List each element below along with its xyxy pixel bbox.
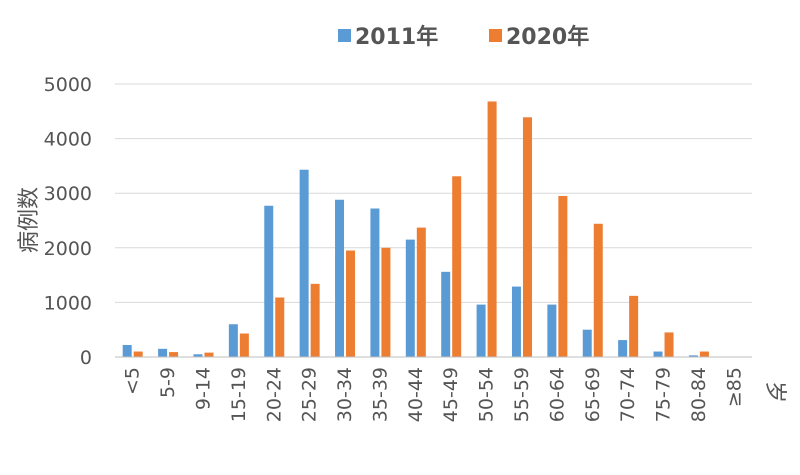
x-tick-label: 75-79 <box>653 367 675 422</box>
bar-2020年-75-79 <box>664 332 674 357</box>
bar-2020年-20-24 <box>275 297 285 357</box>
y-axis-title: 病例数 <box>17 187 42 253</box>
x-tick-label: 60-64 <box>546 367 568 422</box>
x-tick-label: 35-39 <box>369 367 391 422</box>
bar-2020年-9-14 <box>204 352 214 357</box>
y-tick-label: 5000 <box>44 74 92 96</box>
bar-2011年-35-39 <box>370 208 380 357</box>
bar-2020年-50-54 <box>487 101 497 357</box>
x-tick-label: 20-24 <box>263 367 285 422</box>
y-tick-label: 1000 <box>44 292 92 314</box>
bar-2020年-35-39 <box>381 247 391 357</box>
legend-swatch-2011 <box>338 29 351 42</box>
y-tick-label: 4000 <box>44 129 92 151</box>
bar-2020年-70-74 <box>629 295 639 357</box>
legend-label-2011: 2011年 <box>355 24 438 50</box>
bar-2020年-65-69 <box>593 223 603 357</box>
bar-2020年-60-64 <box>558 195 568 357</box>
bar-2020年-40-44 <box>416 227 426 357</box>
x-tick-label: 30-34 <box>334 367 356 422</box>
bar-2011年-65-69 <box>582 329 592 357</box>
bar-2011年-75-79 <box>653 351 663 357</box>
bar-2020年-80-84 <box>699 351 709 357</box>
y-tick-label: 3000 <box>44 183 92 205</box>
x-tick-labels: <5 5-9 9-14 15-19 20-24 25-29 30-34 35-39 40-44 4… <box>122 367 746 422</box>
x-tick-label: 40-44 <box>405 367 427 422</box>
x-tick-label: 65-69 <box>582 367 604 422</box>
bar-2011年-60-64 <box>547 304 557 357</box>
bar-2011年-50-54 <box>476 304 486 357</box>
x-tick-label: <5 <box>122 367 144 395</box>
bar-2011年-15-19 <box>228 324 238 357</box>
bar-2011年-45-49 <box>441 271 451 357</box>
x-tick-label: 45-49 <box>440 367 462 422</box>
bar-2011年-30-34 <box>335 199 345 357</box>
bar-2020年-<5 <box>133 351 143 357</box>
legend-label-2020: 2020年 <box>506 24 589 50</box>
x-tick-label: 25-29 <box>299 367 321 422</box>
x-tick-label: 5-9 <box>157 367 179 398</box>
bar-2011年-5-9 <box>158 348 168 357</box>
legend: 2011年 2020年 <box>338 24 589 50</box>
bar-2011年-80-84 <box>688 355 698 357</box>
bar-2020年-45-49 <box>452 176 462 357</box>
bar-2011年-40-44 <box>405 239 415 357</box>
legend-swatch-2020 <box>489 29 502 42</box>
x-tick-label: 55-59 <box>511 367 533 422</box>
y-tick-label: 0 <box>80 347 92 369</box>
bar-2011年-20-24 <box>264 205 274 357</box>
x-tick-label: 50-54 <box>476 367 498 422</box>
bar-2011年-70-74 <box>618 340 628 357</box>
bar-2011年-25-29 <box>299 169 309 357</box>
bar-2020年-30-34 <box>346 250 356 357</box>
x-tick-label: 70-74 <box>617 367 639 422</box>
x-tick-label: 80-84 <box>688 367 710 422</box>
bar-2020年-55-59 <box>522 117 532 357</box>
bars <box>122 101 745 357</box>
bar-2020年-5-9 <box>169 352 179 357</box>
y-tick-label: 2000 <box>44 238 92 260</box>
bar-2011年-55-59 <box>511 286 521 357</box>
bar-2011年-9-14 <box>193 354 203 357</box>
bar-2011年-<5 <box>122 344 132 357</box>
x-axis-unit: 岁 <box>762 381 787 403</box>
bar-2020年-15-19 <box>239 333 249 357</box>
y-tick-labels: 0 1000 2000 3000 4000 5000 <box>44 74 92 369</box>
x-tick-label: 9-14 <box>192 367 214 410</box>
x-tick-label: ≥85 <box>723 367 745 407</box>
bar-2020年-25-29 <box>310 283 320 357</box>
gridlines <box>115 83 752 303</box>
x-tick-label: 15-19 <box>228 367 250 422</box>
